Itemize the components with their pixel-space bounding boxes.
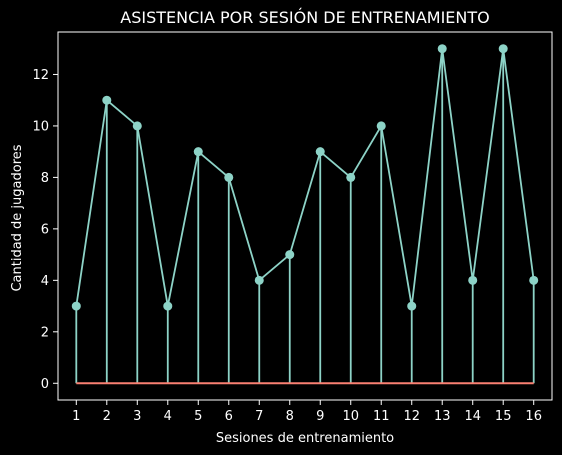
data-point: [376, 121, 386, 131]
y-tick-label: 6: [41, 222, 49, 237]
data-point: [102, 95, 112, 105]
y-tick-label: 0: [41, 377, 49, 392]
x-tick-label: 2: [103, 409, 111, 424]
x-tick-label: 7: [255, 409, 263, 424]
plot-frame: [57, 31, 553, 401]
data-point: [132, 121, 142, 131]
x-tick-label: 4: [164, 409, 172, 424]
data-point: [407, 301, 417, 311]
y-tick-label: 2: [41, 325, 49, 340]
data-point: [437, 44, 447, 54]
x-tick-label: 13: [434, 409, 451, 424]
x-tick-label: 6: [225, 409, 233, 424]
y-tick-label: 8: [41, 171, 49, 186]
y-axis-label: Cantidad de jugadores: [10, 144, 25, 291]
data-point: [315, 147, 325, 157]
data-point: [193, 147, 203, 157]
data-point: [163, 301, 173, 311]
x-tick-label: 5: [194, 409, 202, 424]
data-point: [224, 172, 234, 182]
series-line: [75, 47, 535, 307]
x-tick-label: 10: [342, 409, 359, 424]
x-tick-label: 14: [464, 409, 481, 424]
x-tick-label: 11: [373, 409, 390, 424]
x-tick-label: 15: [495, 409, 512, 424]
x-tick-label: 1: [72, 409, 80, 424]
data-point: [346, 172, 356, 182]
x-axis-label: Sesiones de entrenamiento: [216, 431, 394, 446]
y-tick-label: 10: [32, 119, 49, 134]
data-point: [285, 250, 295, 260]
y-tick-label: 4: [41, 274, 49, 289]
x-tick-label: 8: [286, 409, 294, 424]
x-tick-label: 16: [525, 409, 542, 424]
x-tick-label: 12: [403, 409, 420, 424]
x-tick-label: 9: [316, 409, 324, 424]
chart-title: ASISTENCIA POR SESIÓN DE ENTRENAMIENTO: [120, 8, 489, 27]
x-tick-label: 3: [133, 409, 141, 424]
data-point: [71, 301, 81, 311]
data-point: [254, 275, 264, 285]
data-point: [529, 275, 539, 285]
data-point: [468, 275, 478, 285]
y-tick-label: 12: [32, 68, 49, 83]
data-point: [498, 44, 508, 54]
